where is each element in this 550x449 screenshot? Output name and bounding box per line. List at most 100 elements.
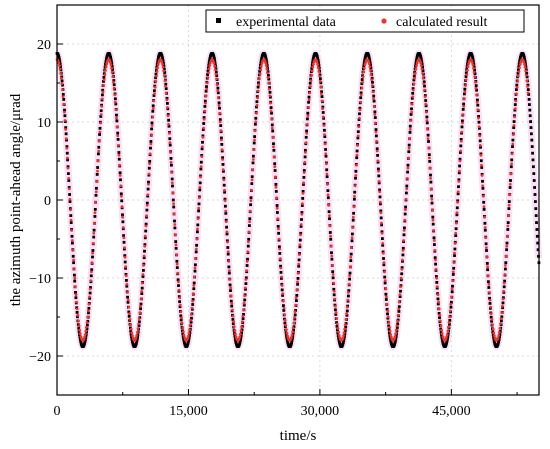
point-calculated-result [451, 270, 455, 274]
point-experimental-data [523, 58, 527, 61]
point-calculated-result [139, 304, 142, 308]
point-experimental-data [63, 114, 67, 118]
point-experimental-data [441, 340, 445, 344]
point-calculated-result [429, 187, 433, 191]
point-calculated-result [152, 99, 156, 103]
point-experimental-data [123, 247, 126, 251]
point-calculated-result [74, 293, 78, 297]
point-experimental-data [321, 105, 325, 109]
point-calculated-result [380, 231, 384, 235]
point-calculated-result [424, 110, 428, 114]
point-experimental-data [215, 74, 219, 78]
point-experimental-data [123, 254, 127, 257]
point-calculated-result [351, 226, 355, 229]
point-calculated-result [481, 184, 485, 188]
point-experimental-data [470, 54, 474, 58]
point-experimental-data [220, 143, 224, 146]
point-experimental-data [234, 341, 238, 344]
point-calculated-result [367, 62, 371, 66]
point-experimental-data [403, 226, 406, 230]
point-experimental-data [109, 57, 113, 61]
point-experimental-data [68, 200, 72, 203]
point-experimental-data [224, 218, 228, 222]
point-experimental-data [252, 154, 255, 158]
point-calculated-result [105, 62, 109, 66]
point-calculated-result [196, 227, 199, 231]
point-calculated-result [169, 151, 172, 154]
point-calculated-result [161, 62, 164, 66]
point-calculated-result [182, 330, 185, 334]
point-experimental-data [264, 57, 268, 60]
point-calculated-result [374, 121, 377, 125]
point-experimental-data [353, 197, 356, 201]
point-experimental-data [424, 99, 428, 102]
point-experimental-data [60, 79, 64, 83]
point-experimental-data [322, 116, 325, 120]
point-experimental-data [436, 297, 440, 301]
point-experimental-data [348, 277, 351, 281]
point-experimental-data [167, 124, 171, 128]
point-calculated-result [257, 83, 261, 87]
y-axis: −20 −10 0 10 20 [29, 4, 63, 396]
point-calculated-result [499, 317, 503, 320]
point-experimental-data [255, 105, 258, 109]
point-calculated-result [170, 171, 174, 174]
point-experimental-data [385, 307, 389, 311]
point-experimental-data [77, 326, 81, 330]
point-experimental-data [438, 316, 441, 320]
point-calculated-result [153, 85, 157, 89]
point-experimental-data [110, 65, 114, 68]
point-calculated-result [239, 329, 243, 333]
point-experimental-data [331, 270, 335, 274]
point-experimental-data [305, 129, 308, 133]
point-experimental-data [290, 339, 294, 342]
y-tick-label: 10 [37, 116, 51, 131]
point-calculated-result [90, 261, 94, 265]
point-experimental-data [420, 60, 424, 64]
point-experimental-data [278, 245, 281, 249]
point-calculated-result [164, 91, 168, 95]
point-calculated-result [369, 73, 373, 77]
point-experimental-data [492, 340, 496, 344]
point-experimental-data [174, 240, 178, 243]
point-calculated-result [238, 335, 242, 339]
point-calculated-result [231, 308, 234, 312]
point-calculated-result [523, 65, 527, 69]
point-calculated-result [182, 333, 186, 337]
point-experimental-data [260, 56, 264, 60]
point-experimental-data [401, 246, 405, 250]
point-experimental-data [161, 57, 165, 61]
point-calculated-result [140, 289, 144, 293]
point-experimental-data [269, 106, 273, 109]
point-calculated-result [301, 202, 304, 206]
point-calculated-result [124, 274, 128, 278]
point-calculated-result [324, 162, 328, 166]
point-experimental-data [186, 342, 190, 345]
point-experimental-data [408, 124, 412, 128]
point-experimental-data [369, 66, 373, 70]
point-experimental-data [213, 57, 216, 61]
point-calculated-result [163, 79, 167, 82]
point-experimental-data [194, 263, 197, 267]
point-experimental-data [134, 342, 138, 345]
point-calculated-result [92, 231, 96, 235]
point-calculated-result [264, 61, 267, 65]
point-calculated-result [95, 180, 99, 183]
point-experimental-data [480, 166, 484, 169]
point-calculated-result [518, 63, 522, 66]
point-calculated-result [171, 191, 175, 195]
point-calculated-result [75, 300, 78, 304]
point-experimental-data [497, 338, 501, 341]
point-calculated-result [412, 82, 416, 86]
legend-marker-experimental-data [216, 18, 221, 23]
point-experimental-data [440, 336, 444, 340]
point-experimental-data [114, 97, 117, 101]
point-calculated-result [437, 307, 441, 311]
point-experimental-data [345, 313, 349, 317]
point-calculated-result [322, 124, 326, 127]
y-tick-label: 20 [37, 38, 51, 53]
point-calculated-result [241, 314, 245, 318]
point-experimental-data [85, 327, 89, 331]
point-experimental-data [95, 186, 98, 190]
point-calculated-result [151, 107, 155, 111]
